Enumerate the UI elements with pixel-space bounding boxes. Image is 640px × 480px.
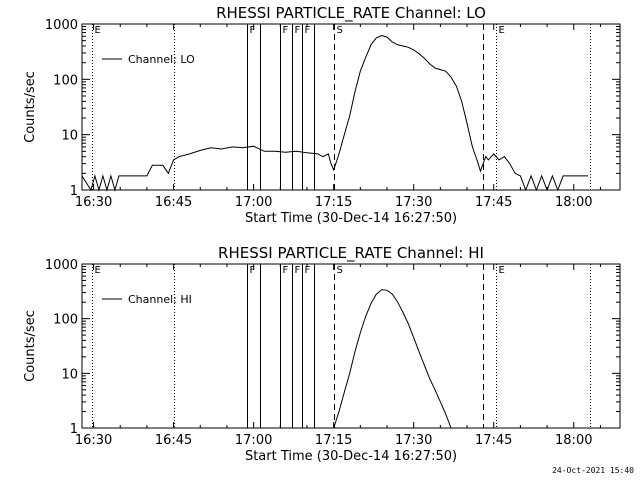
- legend-label: Channel: LO: [128, 53, 195, 66]
- x-tick-label: 16:30: [75, 433, 112, 448]
- event-marker-label: F: [305, 265, 311, 276]
- x-tick-label: 16:45: [155, 433, 192, 448]
- x-tick-label: 18:00: [555, 433, 592, 448]
- x-axis-title: Start Time (30-Dec-14 16:27:50): [245, 449, 457, 464]
- y-tick-label: 1: [70, 422, 78, 437]
- x-tick-label: 17:30: [395, 433, 432, 448]
- x-tick-label: 17:15: [315, 195, 352, 210]
- x-tick-label: 17:45: [475, 195, 512, 210]
- event-marker-label: E: [499, 265, 505, 276]
- event-marker-label: S: [337, 25, 343, 36]
- event-marker-label: F: [283, 265, 289, 276]
- plot-frame: [81, 263, 621, 429]
- event-marker-label: F: [283, 25, 289, 36]
- x-tick-label: 16:45: [155, 195, 192, 210]
- y-tick-label: 100: [53, 313, 78, 328]
- event-marker-label: E: [95, 25, 101, 36]
- y-axis-title: Counts/sec: [23, 310, 38, 382]
- y-tick-label: 1: [70, 184, 78, 199]
- event-marker-label: E: [95, 265, 101, 276]
- x-tick-label: 17:30: [395, 195, 432, 210]
- y-tick-label: 1000: [45, 258, 78, 273]
- y-tick-label: 1000: [45, 18, 78, 33]
- event-marker-label: F: [295, 265, 301, 276]
- y-tick-label: 10: [61, 129, 78, 144]
- event-marker-label: F: [250, 25, 256, 36]
- plot-frame: [81, 23, 621, 191]
- event-marker-label: F: [250, 265, 256, 276]
- event-marker-label: S: [337, 265, 343, 276]
- legend-label: Channel: HI: [128, 293, 192, 306]
- y-axis-title: Counts/sec: [23, 71, 38, 143]
- x-tick-label: 17:15: [315, 433, 352, 448]
- chart-title: RHESSI PARTICLE_RATE Channel: LO: [216, 4, 486, 23]
- chart-title: RHESSI PARTICLE_RATE Channel: HI: [218, 244, 484, 263]
- x-tick-label: 18:00: [555, 195, 592, 210]
- y-tick-label: 10: [61, 367, 78, 382]
- event-marker-label: F: [305, 25, 311, 36]
- series-line: [81, 34, 588, 192]
- y-tick-label: 100: [53, 73, 78, 88]
- generated-timestamp: 24-Oct-2021 15:40: [552, 466, 634, 475]
- x-axis-title: Start Time (30-Dec-14 16:27:50): [245, 211, 457, 226]
- x-tick-label: 16:30: [75, 195, 112, 210]
- x-tick-label: 17:00: [235, 433, 272, 448]
- series-line: [333, 289, 452, 429]
- x-tick-label: 17:45: [475, 433, 512, 448]
- event-marker-label: F: [295, 25, 301, 36]
- x-tick-label: 17:00: [235, 195, 272, 210]
- event-marker-label: E: [499, 25, 505, 36]
